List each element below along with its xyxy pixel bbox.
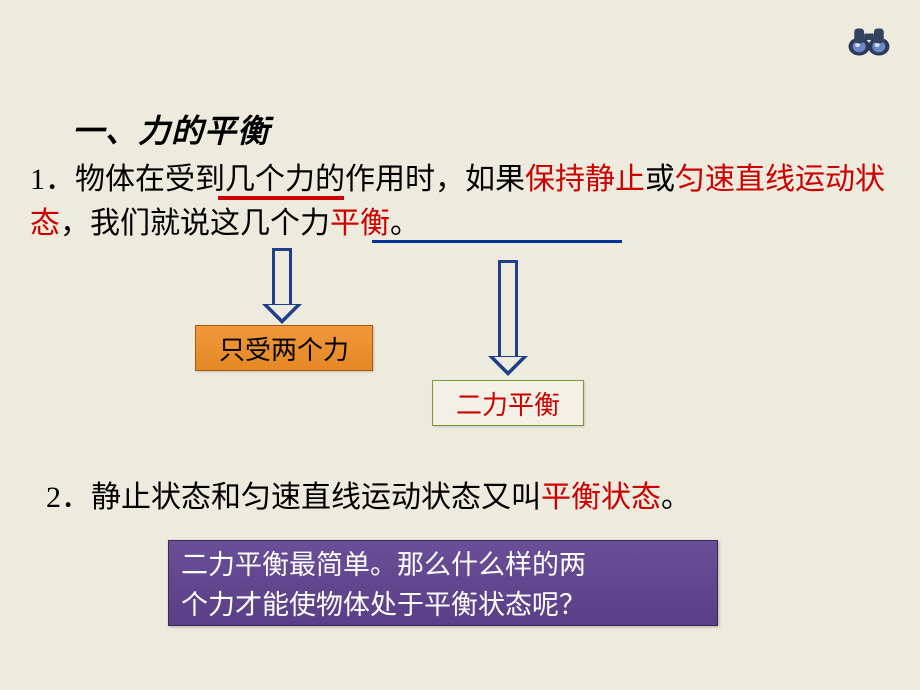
definition-1: 1．物体在受到几个力的作用时，如果保持静止或匀速直线运动状态，我们就说这几个力平… — [30, 158, 900, 246]
box3-line2: 个力才能使物体处于平衡状态呢？ — [181, 585, 705, 625]
question-box: 二力平衡最简单。那么什么样的两 个力才能使物体处于平衡状态呢？ — [168, 540, 718, 626]
arrow-down-1 — [262, 248, 302, 324]
def1-t9: 。 — [390, 207, 420, 240]
def1-t4: 保持静止 — [525, 163, 645, 196]
section-heading: 一、力的平衡 — [72, 106, 270, 152]
binoculars-icon — [844, 22, 894, 58]
arrow-down-2 — [488, 260, 528, 376]
def1-t2: 几个力 — [225, 163, 315, 196]
def1-t8: 平衡 — [330, 207, 390, 240]
box3-line1: 二力平衡最简单。那么什么样的两 — [181, 545, 705, 585]
def1-t1: 1．物体在受到 — [30, 163, 225, 196]
box2-text: 二力平衡 — [456, 385, 560, 422]
underline-red — [218, 196, 344, 200]
callout-box-2: 二力平衡 — [432, 380, 584, 426]
box1-text: 只受两个力 — [219, 330, 349, 367]
underline-blue — [372, 240, 622, 243]
def1-t7: ，我们就说这几个力 — [60, 207, 330, 240]
def2-t2: 平衡状态 — [541, 481, 661, 514]
definition-2: 2．静止状态和匀速直线运动状态又叫平衡状态。 — [46, 472, 890, 516]
def1-t3: 的作用时，如果 — [315, 163, 525, 196]
def1-t5: 或 — [645, 163, 675, 196]
callout-box-1: 只受两个力 — [195, 325, 373, 371]
def2-t3: 。 — [661, 481, 691, 514]
def2-t1: 2．静止状态和匀速直线运动状态又叫 — [46, 481, 541, 514]
